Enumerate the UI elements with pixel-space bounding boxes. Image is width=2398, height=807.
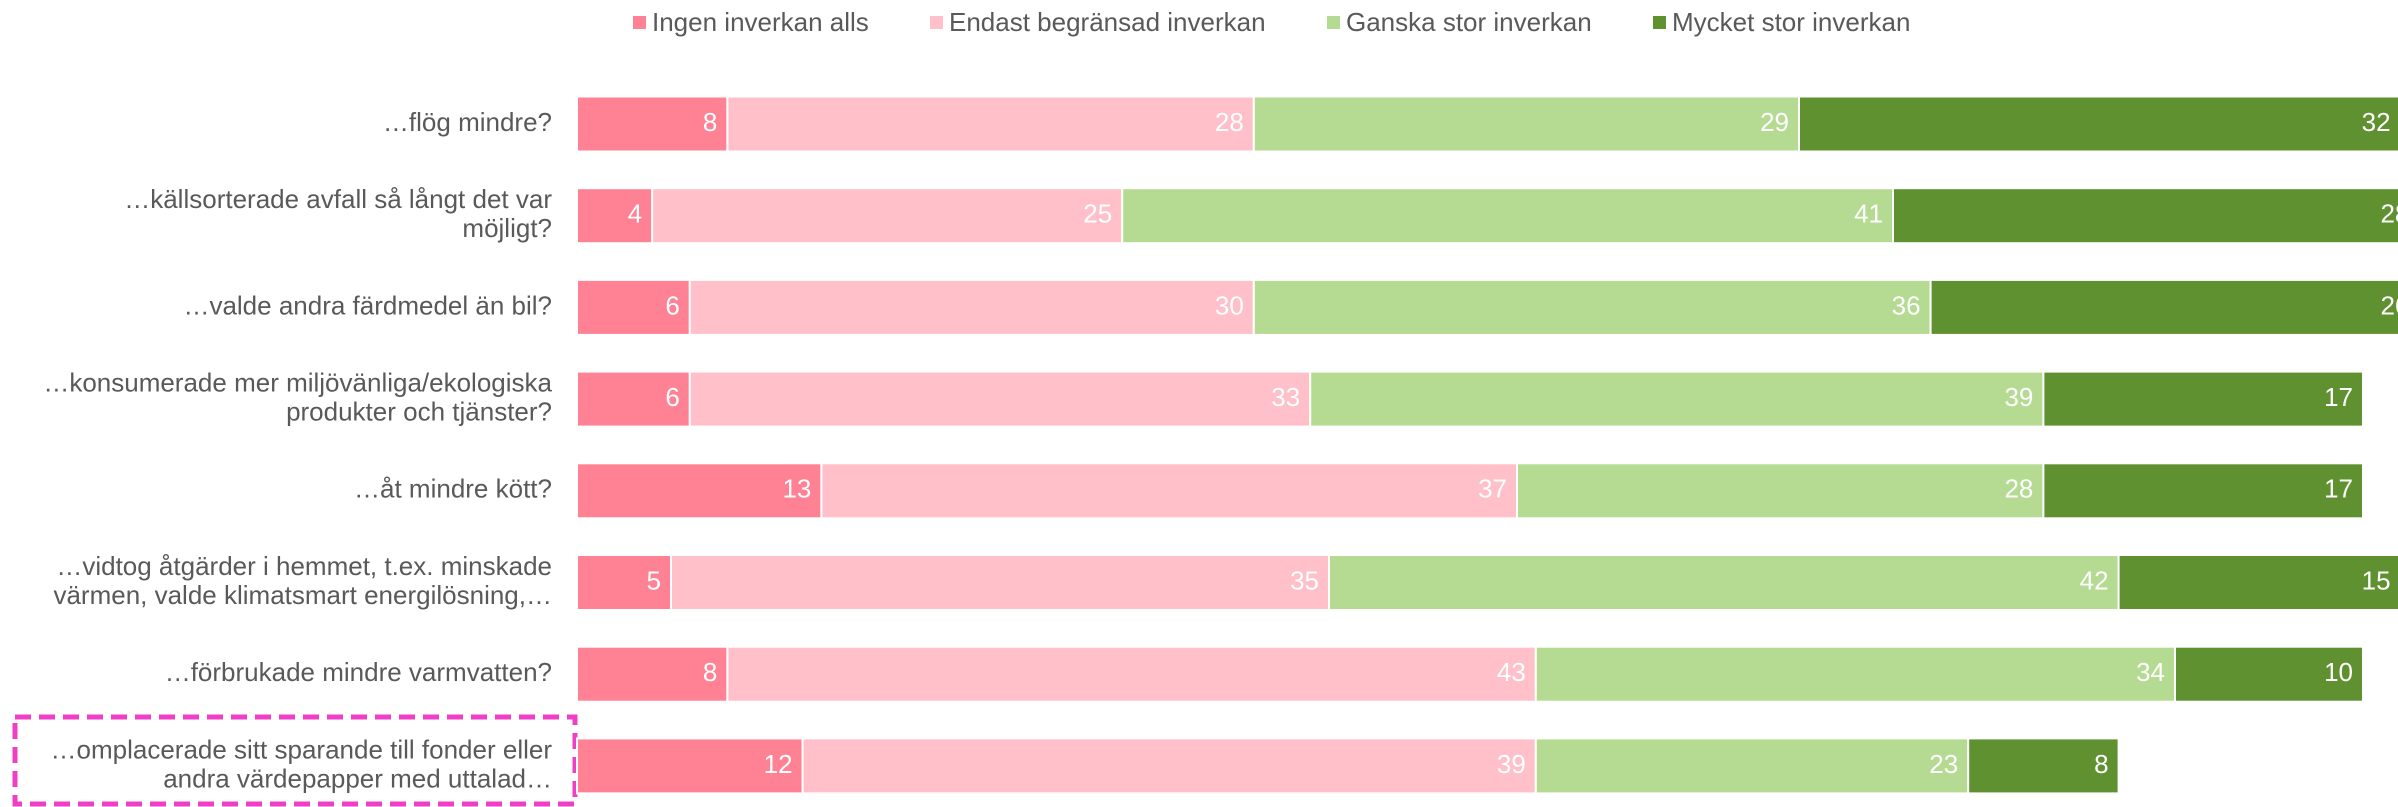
data-label: 43 — [1497, 657, 1526, 687]
data-label: 37 — [1478, 474, 1507, 504]
bar-segment — [2042, 462, 2365, 520]
bar-segment — [576, 370, 691, 428]
bar-segment — [1121, 187, 1894, 245]
data-label: 13 — [782, 474, 811, 504]
bar-segment — [1798, 95, 2398, 153]
legend-label: Ganska stor inverkan — [1346, 7, 1592, 37]
bar-segment — [688, 370, 1312, 428]
bar-segment — [2042, 370, 2365, 428]
bar-segment — [2117, 554, 2398, 611]
bar-segment — [820, 462, 1518, 520]
legend-swatch — [1327, 16, 1340, 29]
category-label: …omplacerade sitt sparande till fonder e… — [51, 734, 553, 793]
data-label: 29 — [1760, 107, 1789, 137]
highlight-box — [12, 714, 578, 807]
data-label: 8 — [2094, 749, 2108, 779]
legend-label: Mycket stor inverkan — [1672, 7, 1910, 37]
legend-swatch — [1653, 16, 1666, 29]
category-label: …förbrukade mindre varmvatten? — [165, 657, 552, 687]
data-label: 41 — [1854, 199, 1883, 229]
category-label: …flög mindre? — [383, 107, 552, 137]
bar-segment — [726, 645, 1537, 703]
bar-segment — [1309, 370, 2045, 428]
data-label: 35 — [1290, 565, 1319, 595]
bar-segment — [1892, 187, 2398, 245]
data-label: 42 — [2080, 565, 2109, 595]
data-label: 12 — [764, 749, 793, 779]
category-label: …konsumerade mer miljövänliga/ekologiska… — [43, 367, 552, 426]
data-label: 8 — [703, 107, 717, 137]
bar-segment — [1534, 737, 1970, 795]
bar-segment — [576, 645, 729, 703]
data-label: 15 — [2362, 565, 2391, 595]
legend-swatch — [633, 16, 646, 29]
bar-segment — [1534, 645, 2177, 703]
bar-segment — [1929, 278, 2398, 336]
bar-segment — [1328, 554, 2120, 611]
legend-swatch — [930, 16, 943, 29]
data-label: 39 — [2004, 382, 2033, 412]
bar-segment — [1516, 462, 2045, 520]
data-label: 23 — [1929, 749, 1958, 779]
bar-segment — [2174, 645, 2364, 703]
bar-segment — [801, 737, 1537, 795]
data-label: 26 — [2380, 290, 2398, 320]
data-label: 33 — [1271, 382, 1300, 412]
data-label: 28 — [1215, 107, 1244, 137]
data-label: 17 — [2324, 474, 2353, 504]
category-label: …åt mindre kött? — [354, 474, 552, 504]
data-label: 34 — [2136, 657, 2165, 687]
bar-segment — [1967, 737, 2120, 795]
data-label: 28 — [2004, 474, 2033, 504]
category-label: …källsorterade avfall så långt det var mö… — [124, 184, 552, 243]
bar-segment — [576, 554, 672, 611]
data-label: 25 — [1083, 199, 1112, 229]
bar-segment — [651, 187, 1124, 245]
bar-segment — [576, 95, 729, 153]
data-label: 10 — [2324, 657, 2353, 687]
data-label: 36 — [1892, 290, 1921, 320]
data-label: 32 — [2362, 107, 2391, 137]
bar-segment — [576, 187, 654, 245]
bar-segment — [1252, 95, 1801, 153]
bar-segment — [576, 462, 823, 520]
bar-segment — [670, 554, 1330, 611]
bar-segment — [1252, 278, 1932, 336]
legend-label: Endast begränsad inverkan — [949, 7, 1266, 37]
data-label: 6 — [665, 290, 679, 320]
data-label: 30 — [1215, 290, 1244, 320]
legend-label: Ingen inverkan alls — [652, 7, 869, 37]
data-label: 17 — [2324, 382, 2353, 412]
data-label: 39 — [1497, 749, 1526, 779]
data-label: 6 — [665, 382, 679, 412]
bar-segment — [576, 737, 804, 795]
data-label: 28 — [2380, 199, 2398, 229]
category-label: …vidtog åtgärder i hemmet, t.ex. minskad… — [53, 551, 552, 610]
bar-segment — [688, 278, 1255, 336]
category-label: …valde andra färdmedel än bil? — [183, 290, 552, 320]
data-label: 5 — [647, 565, 661, 595]
data-label: 8 — [703, 657, 717, 687]
bar-segment — [726, 95, 1255, 153]
data-label: 4 — [628, 199, 642, 229]
